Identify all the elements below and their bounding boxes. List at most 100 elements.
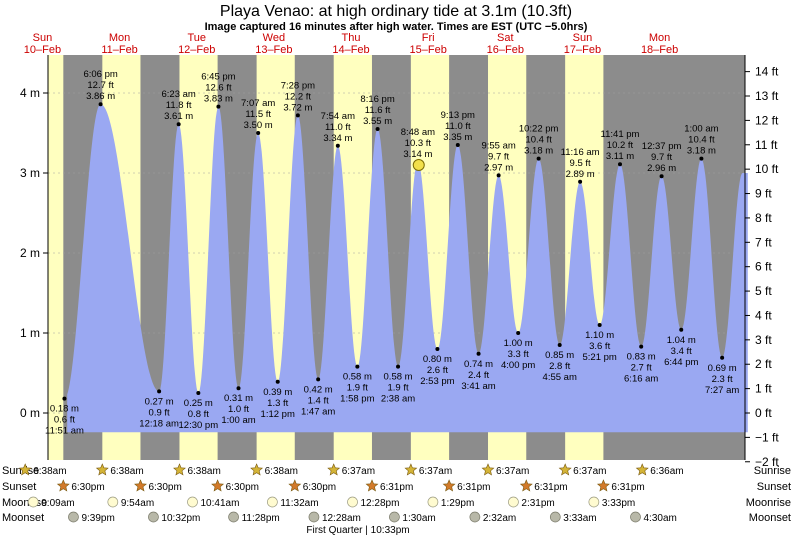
low-tide-feet: 0.8 ft <box>188 409 209 420</box>
day-date: 17–Feb <box>564 44 601 56</box>
sunrise-icon <box>327 463 341 476</box>
right-axis-tick-label: 14 ft <box>755 65 779 79</box>
low-tide-time: 12:30 pm <box>179 420 219 431</box>
extreme-dot <box>720 355 725 360</box>
extreme-dot <box>355 364 360 369</box>
high-tide-meters: 3.14 m <box>403 149 432 160</box>
moonrise-icon <box>267 496 278 508</box>
low-tide-meters: 0.74 m <box>464 359 493 370</box>
low-tide-time: 2:53 pm <box>420 376 454 387</box>
low-tide-feet: 2.7 ft <box>631 363 652 374</box>
low-tide-feet: 1.4 ft <box>308 395 329 406</box>
low-tide-time: 2:38 am <box>381 394 415 405</box>
tide-water-area <box>67 104 748 433</box>
low-tide-meters: 0.25 m <box>184 398 213 409</box>
high-tide-feet: 10.4 ft <box>688 135 715 146</box>
low-tide-feet: 0.6 ft <box>54 415 75 426</box>
sunrise-time: 6:37am <box>419 466 452 477</box>
sunset-icon <box>56 479 70 492</box>
moonset-time: 4:30am <box>643 513 676 524</box>
sunrise-time: 6:37am <box>496 466 529 477</box>
sunrise-time: 6:38am <box>33 466 66 477</box>
low-tide-meters: 1.00 m <box>504 338 533 349</box>
sunset-icon <box>288 479 302 492</box>
left-axis-tick-label: 3 m <box>20 166 40 180</box>
day-name: Sun <box>33 32 53 44</box>
low-tide-meters: 0.39 m <box>263 387 292 398</box>
low-tide-feet: 1.0 ft <box>228 404 249 415</box>
low-tide-meters: 0.31 m <box>224 393 253 404</box>
sunrise-icon <box>404 463 418 476</box>
high-tide-feet: 11.0 ft <box>445 121 471 132</box>
extreme-dot <box>157 389 162 394</box>
moonset-time: 10:32pm <box>161 513 200 524</box>
right-axis-tick-label: −1 ft <box>755 430 779 444</box>
low-tide-time: 1:00 am <box>221 415 255 426</box>
high-tide-meters: 3.61 m <box>164 111 193 122</box>
moonrise-time: 3:33pm <box>602 498 635 509</box>
low-tide-time: 4:55 am <box>543 372 577 383</box>
low-tide-feet: 3.6 ft <box>589 341 610 352</box>
low-tide-feet: 2.3 ft <box>712 374 733 385</box>
high-tide-meters: 3.83 m <box>204 94 233 105</box>
extreme-dot <box>679 327 684 332</box>
high-tide-time: 6:06 pm <box>83 69 117 80</box>
moonset-time: 1:30am <box>402 513 435 524</box>
sunrise-icon <box>635 463 649 476</box>
moonset-time: 12:28am <box>322 513 361 524</box>
low-tide-feet: 3.3 ft <box>508 349 529 360</box>
row-label-sunset: Sunset <box>2 481 36 493</box>
low-tide-feet: 2.6 ft <box>427 365 448 376</box>
high-tide-feet: 11.5 ft <box>245 109 271 120</box>
moonrise-time: 1:29pm <box>441 498 474 509</box>
left-axis-tick-label: 0 m <box>20 406 40 420</box>
extreme-dot <box>476 351 481 356</box>
extreme-dot <box>597 323 602 327</box>
day-name: Thu <box>342 32 361 44</box>
day-name: Mon <box>109 32 130 44</box>
extreme-dot <box>557 343 562 347</box>
day-date: 11–Feb <box>101 44 138 56</box>
day-date: 13–Feb <box>255 44 292 56</box>
sunrise-icon <box>95 463 109 476</box>
low-tide-meters: 0.69 m <box>708 363 737 374</box>
moonset-time: 9:39pm <box>81 513 114 524</box>
sunset-time: 6:30pm <box>226 482 259 493</box>
day-name: Wed <box>263 32 285 44</box>
right-axis-tick-label: 13 ft <box>755 89 779 103</box>
sunrise-time: 6:37am <box>342 466 375 477</box>
extreme-dot <box>316 377 321 382</box>
high-tide-feet: 9.7 ft <box>488 151 509 162</box>
right-axis-tick-label: 11 ft <box>755 138 778 152</box>
right-axis-tick-label: 2 ft <box>755 357 772 371</box>
high-tide-time: 11:16 am <box>561 147 600 158</box>
right-axis-tick-label: 1 ft <box>755 382 772 396</box>
extreme-dot <box>659 174 664 179</box>
sunset-icon <box>365 479 379 492</box>
sunset-time: 6:30pm <box>71 482 104 493</box>
moonset-icon <box>308 511 320 523</box>
extreme-dot <box>435 347 440 351</box>
high-tide-meters: 3.55 m <box>363 116 392 127</box>
moonrise-time: 10:41am <box>200 498 239 509</box>
high-tide-meters: 3.86 m <box>86 91 115 102</box>
sunrise-time: 6:38am <box>110 466 143 477</box>
low-tide-time: 1:47 am <box>301 406 335 417</box>
sunset-time: 6:31pm <box>457 482 490 493</box>
right-axis-tick-label: 3 ft <box>755 333 772 347</box>
extreme-dot <box>295 113 300 118</box>
day-date: 10–Feb <box>24 44 61 56</box>
low-tide-time: 6:44 pm <box>664 357 698 368</box>
sunset-icon <box>134 479 147 492</box>
high-tide-time: 6:23 am <box>161 89 195 100</box>
row-label-moonset-right: Moonset <box>749 512 791 524</box>
low-tide-feet: 1.9 ft <box>387 383 408 394</box>
moonrise-icon <box>27 496 39 508</box>
sunset-icon <box>596 479 610 492</box>
sunrise-icon <box>558 463 572 476</box>
chart-subtitle: Image captured 16 minutes after high wat… <box>205 21 588 33</box>
high-tide-meters: 3.35 m <box>443 132 472 143</box>
sunrise-time: 6:38am <box>265 466 298 477</box>
low-tide-feet: 1.3 ft <box>267 398 288 409</box>
